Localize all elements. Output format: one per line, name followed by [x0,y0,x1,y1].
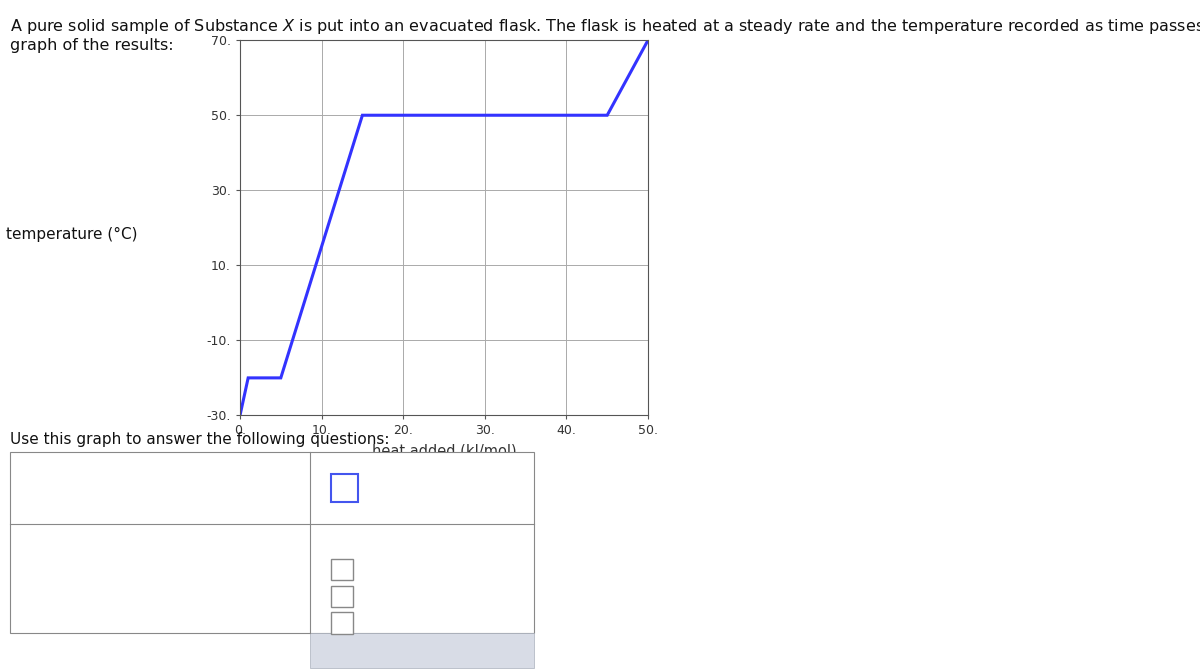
Text: Use this graph to answer the following questions:: Use this graph to answer the following q… [10,432,389,447]
Text: ↺: ↺ [470,642,486,659]
X-axis label: heat added (kJ/mol): heat added (kJ/mol) [372,444,516,460]
Text: A pure solid sample of Substance $X$ is put into an evacuated flask. The flask i: A pure solid sample of Substance $X$ is … [10,17,1200,53]
Text: liquid: liquid [362,589,404,604]
Text: solid: solid [362,562,398,577]
Text: What phase (physical state) of $X$ would
you expect to find in the flask after
7: What phase (physical state) of $X$ would… [24,540,324,604]
Text: ✕: ✕ [358,642,373,659]
Text: (check all that apply): (check all that apply) [331,536,486,551]
Text: gas: gas [362,616,390,630]
Text: temperature (°C): temperature (°C) [6,227,138,242]
Text: °C: °C [367,480,385,496]
Text: What is the boiling point of $X$ ?: What is the boiling point of $X$ ? [42,478,277,498]
